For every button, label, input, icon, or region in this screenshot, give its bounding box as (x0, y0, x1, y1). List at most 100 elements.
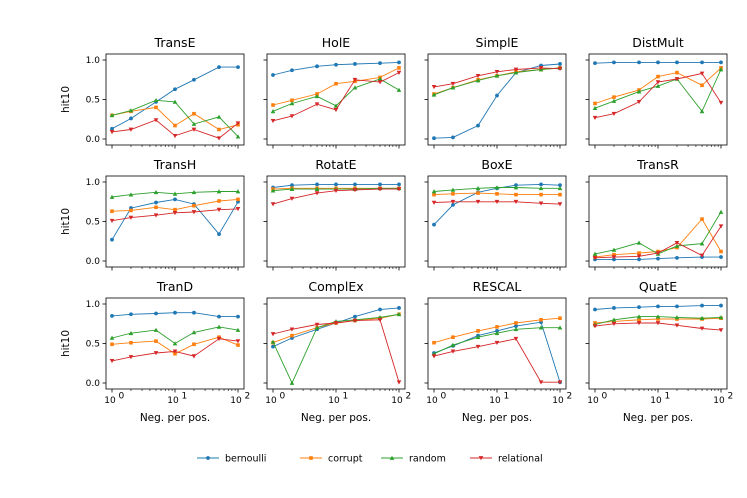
data-point-bernoulli (451, 203, 455, 207)
data-point-relational (431, 200, 437, 205)
data-point-relational (191, 127, 197, 132)
legend-marker (478, 456, 484, 461)
data-point-corrupt (236, 197, 240, 202)
data-point-relational (333, 107, 339, 113)
data-point-relational (352, 77, 358, 83)
data-point-random (699, 109, 705, 114)
data-point-bernoulli (397, 306, 401, 310)
data-point-corrupt (397, 66, 401, 70)
data-point-corrupt (514, 192, 518, 197)
data-point-relational (109, 218, 115, 224)
data-point-relational (235, 121, 241, 126)
data-point-bernoulli (397, 182, 401, 187)
data-point-random (674, 243, 680, 248)
x-tick-label-base: 10 (265, 396, 277, 406)
x-tick-label-base: 10 (489, 396, 501, 406)
data-point-bernoulli (154, 200, 158, 205)
axes-frame (588, 53, 728, 146)
data-point-random (431, 92, 437, 97)
axes-frame (266, 297, 406, 390)
y-tick-label: 1.0 (86, 300, 101, 310)
data-point-bernoulli (675, 255, 679, 260)
data-point-bernoulli (700, 60, 704, 65)
data-point-random (475, 186, 481, 191)
data-point-relational (128, 215, 134, 220)
x-axis-label: Neg. per pos. (623, 412, 693, 424)
data-point-relational (289, 196, 295, 201)
x-tick-label-base: 10 (328, 396, 340, 406)
axes-frame (266, 53, 406, 146)
data-point-random (172, 99, 178, 104)
data-point-relational (191, 210, 197, 215)
data-point-random (699, 315, 705, 321)
x-tick-label-exponent: 2 (567, 392, 573, 402)
data-point-bernoulli (612, 306, 616, 310)
data-point-random (557, 186, 563, 191)
x-tick-label-exponent: 1 (343, 392, 349, 402)
subplot-title: ComplEx (308, 279, 363, 294)
data-point-corrupt (334, 81, 338, 86)
data-point-relational (109, 359, 115, 364)
data-point-corrupt (154, 105, 158, 110)
data-point-corrupt (593, 101, 597, 106)
data-point-relational (592, 324, 598, 329)
data-point-random (109, 194, 115, 199)
data-point-random (153, 327, 159, 332)
data-point-corrupt (612, 252, 616, 257)
legend-marker (309, 456, 313, 460)
x-tick-label-base: 10 (426, 396, 438, 406)
data-point-random (128, 330, 134, 336)
data-point-bernoulli (192, 310, 196, 315)
axes-frame (105, 175, 245, 268)
data-point-relational (557, 66, 563, 71)
data-point-corrupt (476, 329, 480, 333)
data-point-relational (513, 67, 519, 72)
data-point-bernoulli (217, 65, 221, 70)
data-point-bernoulli (637, 257, 641, 262)
data-point-random (655, 314, 661, 319)
data-point-corrupt (129, 340, 133, 345)
data-point-bernoulli (612, 257, 616, 262)
data-point-relational (494, 70, 500, 75)
data-point-random (235, 134, 241, 139)
data-point-corrupt (110, 342, 114, 347)
data-point-corrupt (110, 209, 114, 214)
data-point-bernoulli (192, 77, 196, 82)
data-point-random (655, 83, 661, 88)
data-point-bernoulli (637, 305, 641, 310)
x-tick-label-exponent: 0 (602, 392, 608, 402)
data-point-relational (314, 191, 320, 196)
subplot-title: TransR (636, 157, 679, 172)
y-axis-label: hit10 (60, 208, 72, 235)
x-tick-label-base: 10 (230, 396, 242, 406)
data-point-corrupt (173, 123, 177, 128)
data-point-random (475, 334, 481, 340)
legend-item-bernoulli: bernoulli (197, 454, 266, 465)
subplot-title: TranD (156, 279, 193, 294)
data-point-corrupt (476, 191, 480, 195)
data-point-random (289, 101, 295, 106)
data-point-relational (718, 100, 724, 105)
data-point-relational (153, 213, 159, 218)
data-point-relational (396, 380, 402, 385)
data-point-relational (352, 188, 358, 193)
data-point-bernoulli (110, 126, 114, 131)
data-point-bernoulli (719, 60, 723, 65)
y-tick-label: 0.0 (86, 135, 101, 145)
data-point-random (674, 315, 680, 320)
data-point-relational (592, 256, 598, 261)
data-point-relational (674, 77, 680, 82)
data-point-bernoulli (334, 62, 338, 67)
data-point-bernoulli (217, 314, 221, 319)
x-tick-label-exponent: 2 (245, 392, 251, 402)
data-point-relational (699, 253, 705, 258)
x-tick-label-exponent: 1 (504, 392, 510, 402)
data-point-corrupt (192, 111, 196, 116)
data-point-relational (450, 349, 456, 354)
x-tick-label-base: 10 (167, 396, 179, 406)
data-point-random (699, 241, 705, 246)
data-point-corrupt (192, 203, 196, 208)
legend-label: relational (498, 454, 543, 465)
